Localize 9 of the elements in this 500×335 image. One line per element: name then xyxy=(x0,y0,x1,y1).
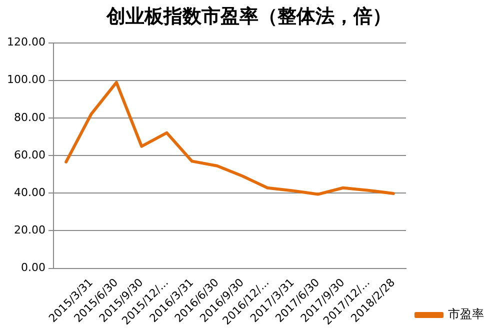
y-tick-label: 40.00 xyxy=(14,186,46,200)
y-tick-label: 60.00 xyxy=(14,148,46,162)
legend-label: 市盈率 xyxy=(448,307,484,322)
y-tick-label: 100.00 xyxy=(6,73,46,86)
y-tick-label: 120.00 xyxy=(6,36,46,49)
y-tick-label: 20.00 xyxy=(14,224,46,237)
chart-title: 创业板指数市盈率（整体法，倍） xyxy=(106,5,392,28)
y-tick-label: 80.00 xyxy=(14,110,46,124)
y-tick-label: 0.00 xyxy=(20,261,46,274)
